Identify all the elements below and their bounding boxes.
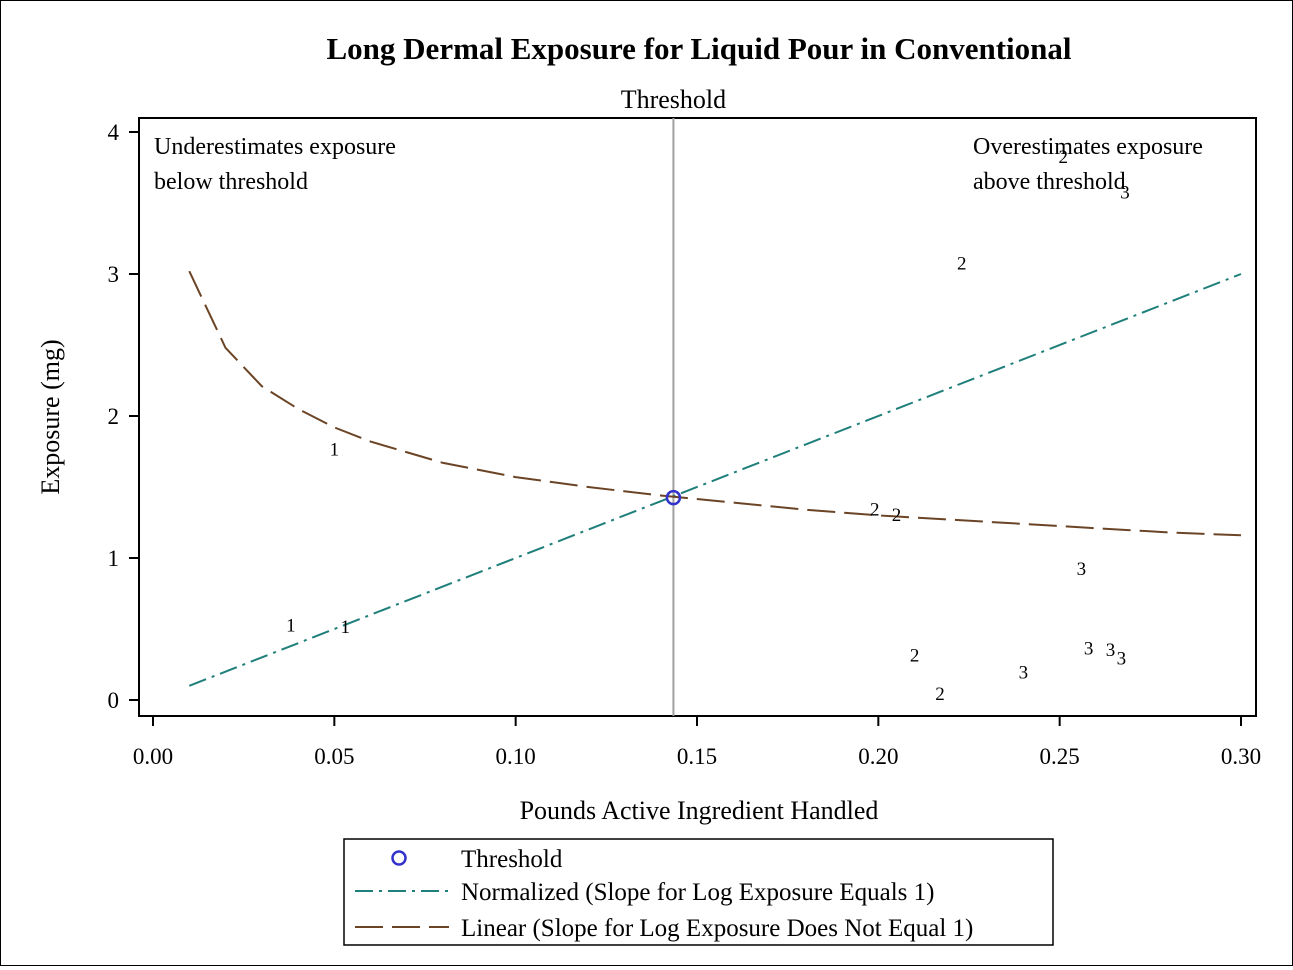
data-point: 2 — [910, 646, 920, 667]
annotation-right-line1: Overestimates exposure — [973, 134, 1203, 160]
x-tick-label: 0.25 — [1040, 744, 1080, 769]
x-tick-label: 0.20 — [858, 744, 898, 769]
data-point: 3 — [1077, 559, 1087, 580]
data-point: 2 — [935, 684, 945, 705]
threshold-label: Threshold — [621, 85, 726, 114]
data-point: 2 — [870, 499, 880, 520]
data-point: 2 — [892, 505, 902, 526]
data-point: 2 — [957, 254, 967, 275]
plot-area — [138, 117, 1257, 717]
chart-title: Long Dermal Exposure for Liquid Pour in … — [327, 31, 1072, 66]
threshold-marker — [665, 489, 682, 506]
data-point: 3 — [1084, 638, 1094, 659]
data-point: 2 — [1059, 147, 1069, 168]
x-axis-label: Pounds Active Ingredient Handled — [520, 796, 879, 825]
legend-normalized-label: Normalized (Slope for Log Exposure Equal… — [461, 879, 935, 906]
legend: Threshold Normalized (Slope for Log Expo… — [343, 838, 1054, 946]
axis-ticks: 0.00 0.05 0.10 0.15 0.20 0.25 0.30 0 1 2 3 4 — [108, 120, 1262, 769]
legend-linear-label: Linear (Slope for Log Exposure Does Not … — [461, 915, 973, 942]
data-point: 3 — [1106, 640, 1116, 661]
legend-box — [343, 838, 1054, 946]
data-point: 3 — [1019, 663, 1029, 684]
data-point: 3 — [1117, 648, 1127, 669]
y-tick-label: 2 — [108, 404, 120, 429]
series-line-normalized — [188, 273, 1242, 687]
series-lines — [188, 270, 1242, 687]
y-tick-label: 0 — [108, 688, 120, 713]
legend-threshold-label: Threshold — [461, 846, 563, 873]
x-tick-label: 0.05 — [314, 744, 354, 769]
y-tick-label: 3 — [108, 262, 120, 287]
annotation-left-line1: Underestimates exposure — [154, 134, 396, 160]
data-point: 1 — [330, 440, 340, 461]
x-tick-label: 0.15 — [677, 744, 717, 769]
x-tick-label: 0.10 — [496, 744, 536, 769]
series-line-linear — [188, 270, 1242, 537]
legend-threshold-symbol — [391, 850, 407, 866]
x-tick-label: 0.30 — [1221, 744, 1261, 769]
data-point: 1 — [286, 616, 296, 637]
y-tick-label: 4 — [108, 120, 120, 145]
y-tick-label: 1 — [108, 546, 120, 571]
data-point: 1 — [340, 617, 350, 638]
x-tick-label: 0.00 — [133, 744, 173, 769]
annotation-left-line2: below threshold — [154, 169, 308, 195]
annotation-right-line2: above threshold — [973, 169, 1126, 195]
y-axis-label: Exposure (mg) — [36, 339, 65, 494]
data-point: 3 — [1120, 183, 1130, 204]
